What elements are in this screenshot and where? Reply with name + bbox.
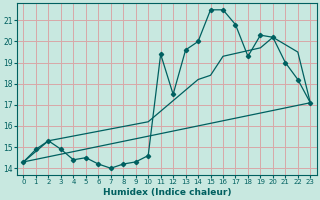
X-axis label: Humidex (Indice chaleur): Humidex (Indice chaleur)	[103, 188, 231, 197]
